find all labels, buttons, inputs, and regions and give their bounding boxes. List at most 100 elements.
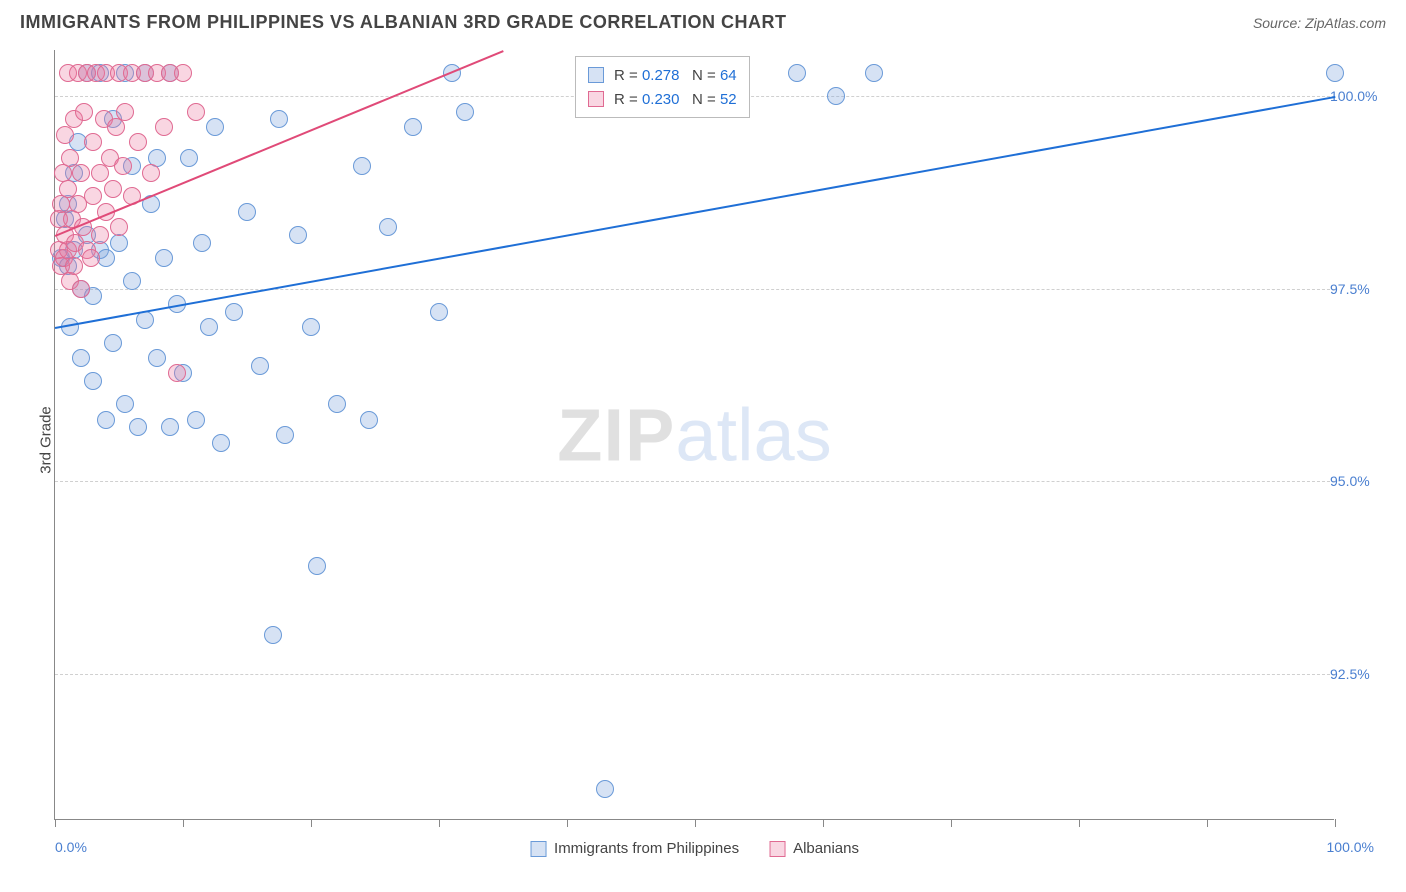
point-albanians: [84, 187, 102, 205]
point-philippines: [1326, 64, 1344, 82]
point-philippines: [72, 349, 90, 367]
legend-item: Immigrants from Philippines: [530, 840, 739, 857]
point-philippines: [155, 249, 173, 267]
legend-swatch: [588, 67, 604, 83]
point-philippines: [84, 372, 102, 390]
legend-row: R = 0.278 N = 64: [588, 63, 737, 87]
legend-swatch: [769, 841, 785, 857]
watermark-suffix: atlas: [675, 393, 831, 476]
point-philippines: [430, 303, 448, 321]
point-philippines: [187, 411, 205, 429]
legend-row: R = 0.230 N = 52: [588, 87, 737, 111]
point-philippines: [379, 218, 397, 236]
plot-area: ZIPatlas 92.5%95.0%97.5%100.0%0.0%100.0%…: [54, 50, 1334, 820]
point-philippines: [206, 118, 224, 136]
x-tick: [183, 819, 184, 827]
x-tick: [311, 819, 312, 827]
point-albanians: [129, 133, 147, 151]
legend-label: Albanians: [793, 840, 859, 857]
point-albanians: [65, 257, 83, 275]
grid-line: [55, 481, 1335, 482]
point-albanians: [155, 118, 173, 136]
source-attribution: Source: ZipAtlas.com: [1253, 15, 1386, 31]
point-philippines: [212, 434, 230, 452]
point-philippines: [193, 234, 211, 252]
legend-item: Albanians: [769, 840, 859, 857]
point-albanians: [116, 103, 134, 121]
point-philippines: [110, 234, 128, 252]
point-philippines: [238, 203, 256, 221]
x-max-label: 100.0%: [1327, 839, 1374, 855]
watermark: ZIPatlas: [557, 392, 831, 477]
point-albanians: [168, 364, 186, 382]
point-philippines: [129, 418, 147, 436]
y-tick-label: 100.0%: [1330, 88, 1386, 104]
x-tick: [1079, 819, 1080, 827]
point-albanians: [187, 103, 205, 121]
y-tick-label: 95.0%: [1330, 473, 1386, 489]
x-tick: [1207, 819, 1208, 827]
grid-line: [55, 289, 1335, 290]
x-tick: [823, 819, 824, 827]
point-philippines: [225, 303, 243, 321]
legend-stats: R = 0.230 N = 52: [614, 91, 737, 108]
point-albanians: [72, 164, 90, 182]
point-philippines: [251, 357, 269, 375]
x-tick: [1335, 819, 1336, 827]
point-albanians: [84, 133, 102, 151]
point-philippines: [104, 334, 122, 352]
point-philippines: [97, 249, 115, 267]
series-legend: Immigrants from Philippines Albanians: [530, 840, 859, 857]
x-min-label: 0.0%: [55, 839, 87, 855]
point-philippines: [289, 226, 307, 244]
legend-stats: R = 0.278 N = 64: [614, 67, 737, 84]
point-philippines: [788, 64, 806, 82]
chart-container: 3rd Grade ZIPatlas 92.5%95.0%97.5%100.0%…: [54, 50, 1374, 830]
point-albanians: [75, 103, 93, 121]
point-albanians: [142, 164, 160, 182]
point-albanians: [72, 280, 90, 298]
x-tick: [439, 819, 440, 827]
point-philippines: [865, 64, 883, 82]
legend-swatch: [530, 841, 546, 857]
point-philippines: [308, 557, 326, 575]
point-philippines: [180, 149, 198, 167]
point-albanians: [82, 249, 100, 267]
point-philippines: [328, 395, 346, 413]
y-axis-label: 3rd Grade: [37, 406, 54, 474]
point-philippines: [827, 87, 845, 105]
point-philippines: [264, 626, 282, 644]
point-albanians: [56, 126, 74, 144]
x-tick: [55, 819, 56, 827]
correlation-legend: R = 0.278 N = 64 R = 0.230 N = 52: [575, 56, 750, 118]
x-tick: [951, 819, 952, 827]
x-tick: [567, 819, 568, 827]
point-albanians: [174, 64, 192, 82]
x-tick: [695, 819, 696, 827]
y-tick-label: 97.5%: [1330, 281, 1386, 297]
y-tick-label: 92.5%: [1330, 666, 1386, 682]
point-philippines: [161, 418, 179, 436]
point-albanians: [110, 218, 128, 236]
point-albanians: [114, 157, 132, 175]
point-philippines: [404, 118, 422, 136]
point-philippines: [302, 318, 320, 336]
point-albanians: [107, 118, 125, 136]
point-philippines: [200, 318, 218, 336]
watermark-prefix: ZIP: [557, 393, 675, 476]
point-philippines: [123, 272, 141, 290]
legend-label: Immigrants from Philippines: [554, 840, 739, 857]
point-philippines: [148, 349, 166, 367]
point-albanians: [91, 226, 109, 244]
chart-title: IMMIGRANTS FROM PHILIPPINES VS ALBANIAN …: [20, 12, 787, 33]
point-philippines: [97, 411, 115, 429]
point-albanians: [104, 180, 122, 198]
point-philippines: [116, 395, 134, 413]
point-philippines: [276, 426, 294, 444]
point-philippines: [456, 103, 474, 121]
grid-line: [55, 674, 1335, 675]
legend-swatch: [588, 91, 604, 107]
point-philippines: [596, 780, 614, 798]
point-philippines: [360, 411, 378, 429]
point-albanians: [91, 164, 109, 182]
